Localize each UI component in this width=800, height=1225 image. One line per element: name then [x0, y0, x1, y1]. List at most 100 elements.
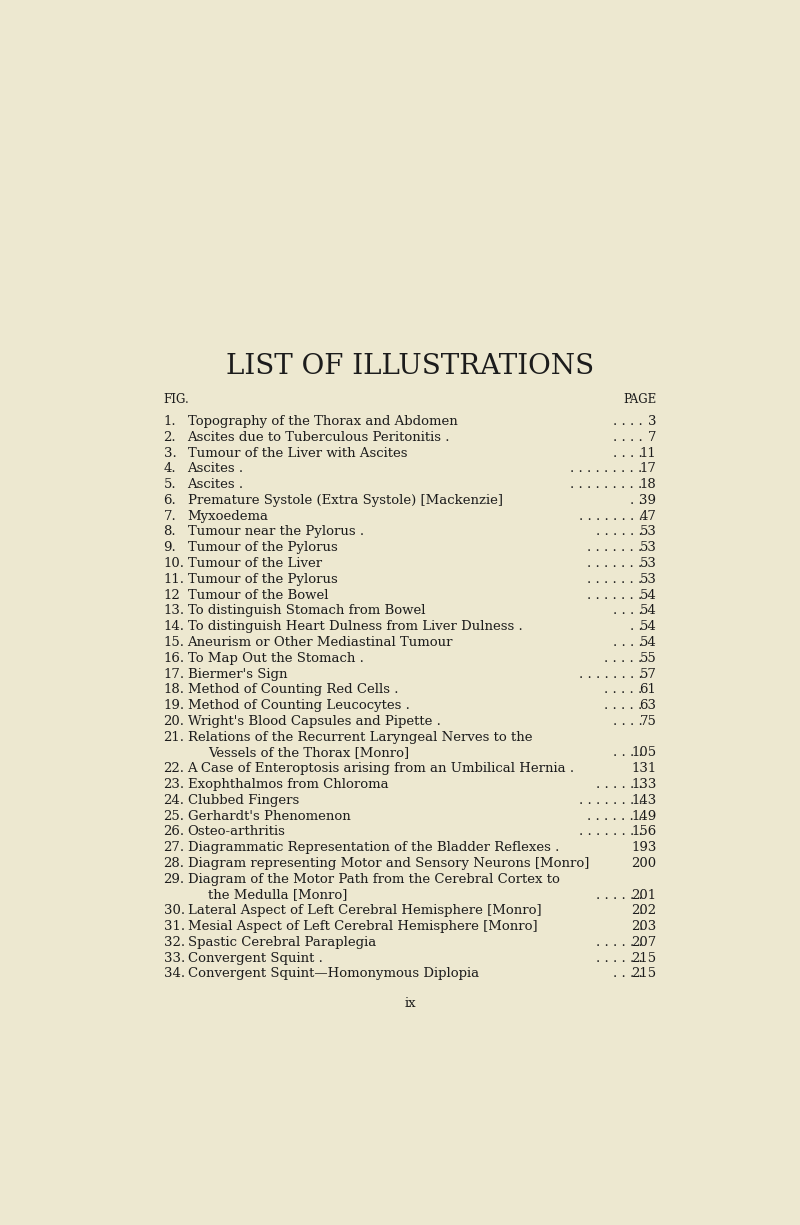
Text: . . . .: . . . . — [613, 604, 642, 617]
Text: 5.: 5. — [163, 478, 176, 491]
Text: Ascites .: Ascites . — [187, 478, 244, 491]
Text: . . . . . . . .: . . . . . . . . — [578, 826, 642, 838]
Text: Tumour of the Pylorus: Tumour of the Pylorus — [187, 541, 338, 554]
Text: . . . . . .: . . . . . . — [596, 952, 642, 964]
Text: . . . .: . . . . — [613, 746, 642, 760]
Text: 75: 75 — [639, 715, 657, 728]
Text: . . . .: . . . . — [613, 636, 642, 649]
Text: Gerhardt's Phenomenon: Gerhardt's Phenomenon — [187, 810, 350, 822]
Text: . . . . . . .: . . . . . . . — [587, 573, 642, 586]
Text: 2.: 2. — [163, 431, 176, 443]
Text: Diagrammatic Representation of the Bladder Reflexes .: Diagrammatic Representation of the Bladd… — [187, 842, 559, 854]
Text: 34.: 34. — [163, 968, 185, 980]
Text: . . . . . . .: . . . . . . . — [587, 541, 642, 554]
Text: Exophthalmos from Chloroma: Exophthalmos from Chloroma — [187, 778, 388, 791]
Text: LIST OF ILLUSTRATIONS: LIST OF ILLUSTRATIONS — [226, 353, 594, 380]
Text: 7.: 7. — [163, 510, 176, 523]
Text: 28.: 28. — [163, 858, 185, 870]
Text: . . . . . . .: . . . . . . . — [587, 557, 642, 570]
Text: Relations of the Recurrent Laryngeal Nerves to the: Relations of the Recurrent Laryngeal Ner… — [187, 730, 532, 744]
Text: .: . — [638, 904, 642, 918]
Text: Vessels of the Thorax [Monro]: Vessels of the Thorax [Monro] — [209, 746, 410, 760]
Text: 21.: 21. — [163, 730, 185, 744]
Text: 200: 200 — [631, 858, 657, 870]
Text: . . . . .: . . . . . — [604, 684, 642, 696]
Text: 57: 57 — [639, 668, 657, 681]
Text: Diagram of the Motor Path from the Cerebral Cortex to: Diagram of the Motor Path from the Cereb… — [187, 872, 559, 886]
Text: Tumour of the Pylorus: Tumour of the Pylorus — [187, 573, 338, 586]
Text: 54: 54 — [640, 604, 657, 617]
Text: 54: 54 — [640, 636, 657, 649]
Text: Tumour of the Liver: Tumour of the Liver — [187, 557, 322, 570]
Text: To Map Out the Stomach .: To Map Out the Stomach . — [187, 652, 363, 665]
Text: 24.: 24. — [163, 794, 185, 807]
Text: . . . .: . . . . — [613, 447, 642, 459]
Text: 23.: 23. — [163, 778, 185, 791]
Text: 193: 193 — [631, 842, 657, 854]
Text: 54: 54 — [640, 588, 657, 601]
Text: Wright's Blood Capsules and Pipette .: Wright's Blood Capsules and Pipette . — [187, 715, 441, 728]
Text: 13.: 13. — [163, 604, 185, 617]
Text: . . . . . .: . . . . . . — [596, 936, 642, 949]
Text: . . . . . .: . . . . . . — [596, 526, 642, 539]
Text: Ascites .: Ascites . — [187, 462, 244, 475]
Text: . . . . .: . . . . . — [604, 699, 642, 712]
Text: 17.: 17. — [163, 668, 185, 681]
Text: 22.: 22. — [163, 762, 185, 775]
Text: . . . . . . . .: . . . . . . . . — [578, 510, 642, 523]
Text: PAGE: PAGE — [623, 393, 657, 405]
Text: . . . .: . . . . — [613, 968, 642, 980]
Text: Mesial Aspect of Left Cerebral Hemisphere [Monro]: Mesial Aspect of Left Cerebral Hemispher… — [187, 920, 538, 933]
Text: 55: 55 — [640, 652, 657, 665]
Text: . . . . .: . . . . . — [604, 652, 642, 665]
Text: Aneurism or Other Mediastinal Tumour: Aneurism or Other Mediastinal Tumour — [187, 636, 453, 649]
Text: 105: 105 — [631, 746, 657, 760]
Text: 3: 3 — [648, 415, 657, 428]
Text: Convergent Squint—Homonymous Diplopia: Convergent Squint—Homonymous Diplopia — [187, 968, 478, 980]
Text: A Case of Enteroptosis arising from an Umbilical Hernia .: A Case of Enteroptosis arising from an U… — [187, 762, 574, 775]
Text: . . . .: . . . . — [613, 415, 642, 428]
Text: . . . . . . . .: . . . . . . . . — [578, 794, 642, 807]
Text: 18: 18 — [640, 478, 657, 491]
Text: . . . . . . .: . . . . . . . — [587, 810, 642, 822]
Text: 53: 53 — [639, 573, 657, 586]
Text: Diagram representing Motor and Sensory Neurons [Monro]: Diagram representing Motor and Sensory N… — [187, 858, 589, 870]
Text: 29.: 29. — [163, 872, 185, 886]
Text: the Medulla [Monro]: the Medulla [Monro] — [209, 888, 348, 902]
Text: . .: . . — [630, 620, 642, 633]
Text: 27.: 27. — [163, 842, 185, 854]
Text: Tumour of the Liver with Ascites: Tumour of the Liver with Ascites — [187, 447, 407, 459]
Text: . . . . . . . . .: . . . . . . . . . — [570, 462, 642, 475]
Text: To distinguish Heart Dulness from Liver Dulness .: To distinguish Heart Dulness from Liver … — [187, 620, 522, 633]
Text: 19.: 19. — [163, 699, 185, 712]
Text: 8.: 8. — [163, 526, 176, 539]
Text: 53: 53 — [639, 541, 657, 554]
Text: . . . .: . . . . — [613, 715, 642, 728]
Text: . .: . . — [630, 494, 642, 507]
Text: . . . . . . . .: . . . . . . . . — [578, 668, 642, 681]
Text: 63: 63 — [639, 699, 657, 712]
Text: 6.: 6. — [163, 494, 176, 507]
Text: 131: 131 — [631, 762, 657, 775]
Text: Spastic Cerebral Paraplegia: Spastic Cerebral Paraplegia — [187, 936, 376, 949]
Text: 11.: 11. — [163, 573, 185, 586]
Text: 33.: 33. — [163, 952, 185, 964]
Text: 201: 201 — [631, 888, 657, 902]
Text: Biermer's Sign: Biermer's Sign — [187, 668, 287, 681]
Text: 16.: 16. — [163, 652, 185, 665]
Text: 30.: 30. — [163, 904, 185, 918]
Text: 15.: 15. — [163, 636, 185, 649]
Text: 10.: 10. — [163, 557, 185, 570]
Text: 61: 61 — [639, 684, 657, 696]
Text: To distinguish Stomach from Bowel: To distinguish Stomach from Bowel — [187, 604, 425, 617]
Text: . . . . . . . . .: . . . . . . . . . — [570, 478, 642, 491]
Text: ix: ix — [404, 997, 416, 1011]
Text: 203: 203 — [631, 920, 657, 933]
Text: 25.: 25. — [163, 810, 185, 822]
Text: 4.: 4. — [163, 462, 176, 475]
Text: 11: 11 — [640, 447, 657, 459]
Text: 9.: 9. — [163, 541, 176, 554]
Text: 3.: 3. — [163, 447, 176, 459]
Text: 31.: 31. — [163, 920, 185, 933]
Text: Lateral Aspect of Left Cerebral Hemisphere [Monro]: Lateral Aspect of Left Cerebral Hemisphe… — [187, 904, 542, 918]
